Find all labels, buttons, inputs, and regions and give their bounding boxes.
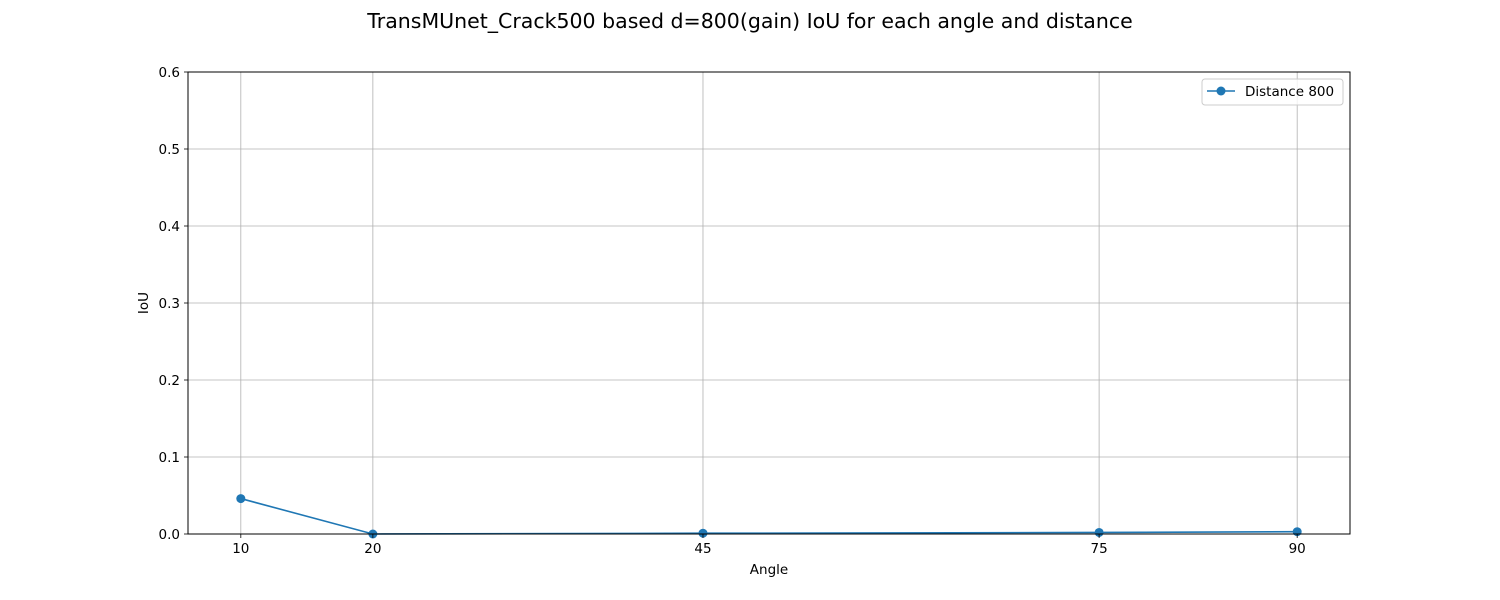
y-tick-label: 0.2: [159, 373, 180, 389]
x-axis-label: Angle: [750, 562, 788, 578]
grid: [188, 71, 1350, 535]
y-tick-label: 0.4: [159, 219, 180, 235]
legend-marker: [1216, 86, 1226, 96]
x-tick-label: 75: [1091, 541, 1108, 557]
data-point: [236, 494, 246, 504]
y-tick-label: 0.1: [159, 450, 180, 466]
data-point: [698, 528, 708, 538]
y-axis-label: IoU: [136, 292, 152, 314]
x-tick-label: 90: [1289, 541, 1306, 557]
chart-title: TransMUnet_Crack500 based d=800(gain) Io…: [366, 9, 1132, 34]
y-tick-label: 0.5: [159, 142, 180, 158]
legend: Distance 800: [1201, 78, 1344, 106]
legend-label: Distance 800: [1245, 84, 1334, 100]
x-tick-label: 10: [232, 541, 249, 557]
series-layer: [236, 494, 1302, 539]
y-tick-label: 0.6: [159, 65, 180, 81]
x-axis: 10 20 45 75 90: [232, 534, 1306, 557]
x-tick-label: 45: [694, 541, 711, 557]
legend-box: [1201, 78, 1344, 106]
data-point: [1094, 527, 1104, 537]
y-axis: 0.0 0.1 0.2 0.3 0.4 0.5 0.6: [159, 65, 188, 543]
y-tick-label: 0.3: [159, 296, 180, 312]
series-line: [240, 497, 1298, 535]
x-tick-label: 20: [364, 541, 381, 557]
y-tick-label: 0.0: [159, 527, 180, 543]
